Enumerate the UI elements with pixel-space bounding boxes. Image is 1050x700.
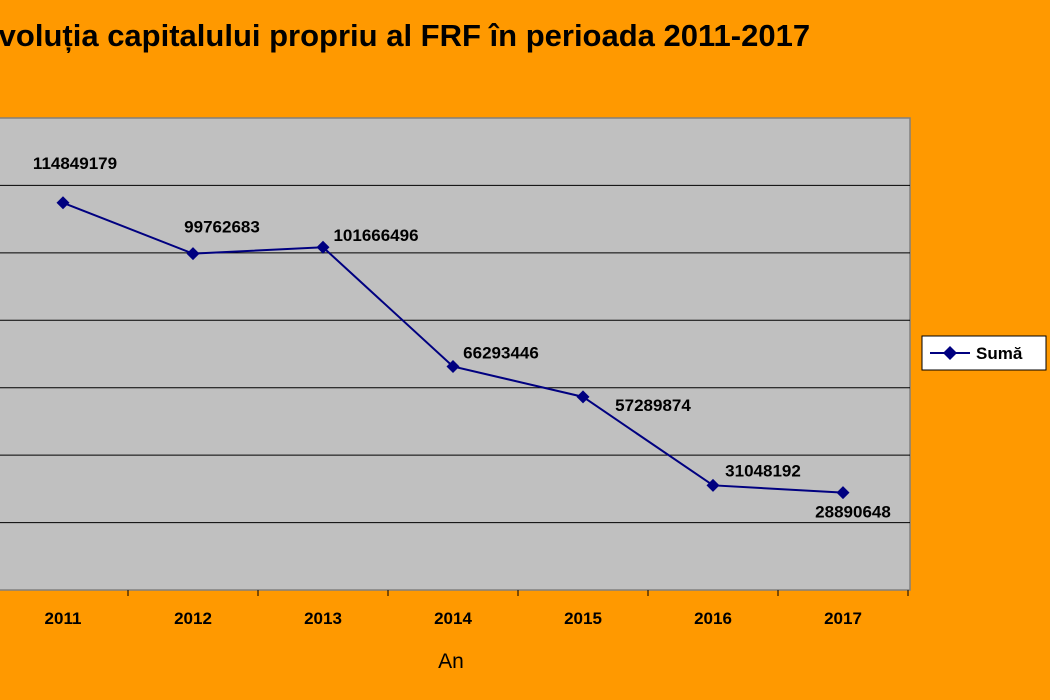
x-tick-label: 2017 — [824, 609, 862, 628]
x-axis-title: An — [438, 650, 464, 673]
data-label: 31048192 — [725, 461, 801, 480]
gridlines — [0, 184, 910, 524]
data-label: 101666496 — [333, 226, 418, 245]
data-point — [186, 247, 200, 261]
legend-label: Sumă — [976, 344, 1023, 363]
x-tick-label: 2013 — [304, 609, 342, 628]
data-labels: 114849179 99762683 101666496 66293446 572898… — [33, 154, 891, 522]
x-tick-label: 2016 — [694, 609, 732, 628]
x-axis: 2011 2012 2013 2014 2015 2016 2017 — [45, 590, 909, 628]
x-tick-label: 2012 — [174, 609, 212, 628]
legend-marker — [943, 346, 957, 360]
data-point — [836, 486, 850, 500]
data-label: 99762683 — [184, 218, 260, 237]
x-tick-label: 2011 — [45, 609, 82, 628]
data-label: 66293446 — [463, 343, 539, 362]
data-label: 114849179 — [33, 154, 117, 173]
data-point — [446, 359, 460, 373]
data-label: 28890648 — [815, 503, 891, 522]
legend: Sumă — [921, 335, 1047, 371]
data-point — [576, 390, 590, 404]
data-point — [706, 478, 720, 492]
data-label: 57289874 — [615, 396, 691, 415]
x-tick-label: 2015 — [564, 609, 602, 628]
data-point — [316, 240, 330, 254]
series-group — [56, 196, 850, 500]
chart-title: Evoluția capitalului propriu al FRF în p… — [0, 18, 811, 53]
data-point — [56, 196, 70, 210]
x-tick-label: 2014 — [434, 609, 472, 628]
plot-area — [0, 117, 911, 591]
